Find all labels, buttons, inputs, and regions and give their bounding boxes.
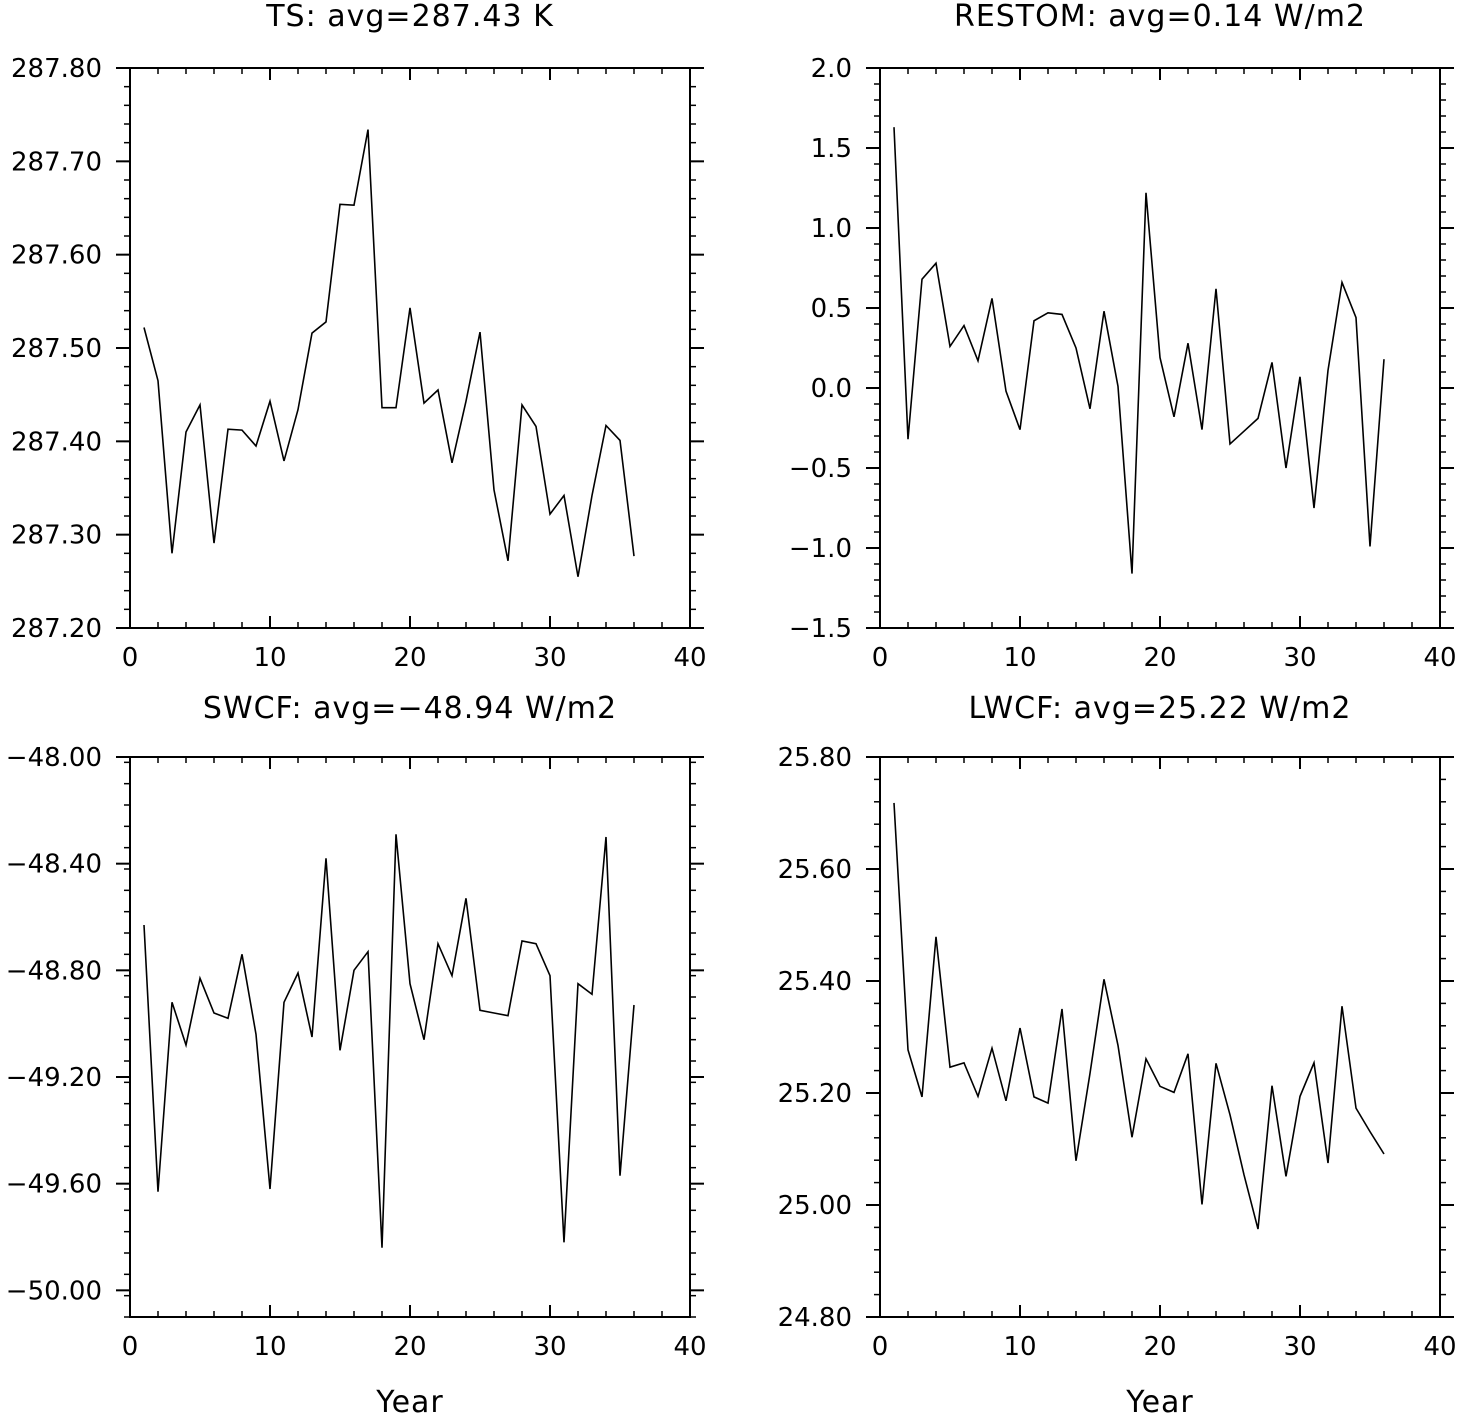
y-tick-label: 25.00 (778, 1191, 852, 1221)
x-tick-label: 30 (1283, 643, 1316, 673)
x-tick-label: 0 (122, 1332, 139, 1362)
y-tick-label: 287.60 (11, 241, 102, 271)
panel-swcf: SWCF: avg=−48.94 W/m2 0 10 20 30 40 −50.00 −49… (6, 691, 707, 1416)
y-tick-label: 25.80 (778, 743, 852, 773)
plot-frame (879, 67, 1441, 629)
y-tick-label: 287.50 (11, 334, 102, 364)
series-line (893, 127, 1385, 574)
x-tick-label: 20 (393, 643, 426, 673)
y-tick-label: −48.80 (6, 956, 102, 986)
y-tick-label: −0.5 (789, 454, 852, 484)
x-tick-label: 20 (1143, 643, 1176, 673)
y-tick-label: 0.5 (811, 294, 852, 324)
x-tick-label: 10 (253, 1332, 286, 1362)
x-tick-label: 10 (1003, 643, 1036, 673)
y-tick-label: −49.60 (6, 1170, 102, 1200)
panel-title: TS: avg=287.43 K (265, 0, 554, 34)
y-tick-label: 287.70 (11, 147, 102, 177)
y-tick-label: −49.20 (6, 1063, 102, 1093)
y-tick-label: 1.0 (811, 214, 852, 244)
plot-frame (879, 756, 1441, 1318)
x-tick-label: 40 (1423, 1332, 1456, 1362)
panel-restom: RESTOM: avg=0.14 W/m2 0 10 20 30 40 −1.5 −1.0 −… (789, 0, 1457, 673)
series-line (143, 129, 635, 577)
x-tick-label: 20 (1143, 1332, 1176, 1362)
series-line (893, 802, 1385, 1230)
y-tick-label: 287.80 (11, 54, 102, 84)
y-tick-label: 2.0 (811, 54, 852, 84)
y-tick-label: 0.0 (811, 374, 852, 404)
x-tick-label: 30 (1283, 1332, 1316, 1362)
y-tick-label: 25.40 (778, 967, 852, 997)
y-tick-label: 287.30 (11, 521, 102, 551)
y-tick-label: −1.0 (789, 534, 852, 564)
panel-title: LWCF: avg=25.22 W/m2 (969, 691, 1352, 726)
x-axis-label: Year (375, 1385, 444, 1416)
x-tick-label: 0 (122, 643, 139, 673)
x-tick-label: 0 (872, 1332, 889, 1362)
y-tick-label: 287.20 (11, 614, 102, 644)
x-tick-label: 30 (533, 1332, 566, 1362)
panel-title: RESTOM: avg=0.14 W/m2 (954, 0, 1366, 34)
x-axis-label: Year (1125, 1385, 1194, 1416)
y-tick-label: 287.40 (11, 427, 102, 457)
panel-title: SWCF: avg=−48.94 W/m2 (203, 691, 617, 726)
y-tick-label: −48.00 (6, 743, 102, 773)
x-tick-label: 10 (1003, 1332, 1036, 1362)
y-tick-label: 25.20 (778, 1079, 852, 1109)
x-tick-label: 30 (533, 643, 566, 673)
y-tick-label: 25.60 (778, 855, 852, 885)
y-tick-label: 24.80 (778, 1303, 852, 1333)
series-line (143, 834, 635, 1248)
x-tick-label: 20 (393, 1332, 426, 1362)
panel-lwcf: LWCF: avg=25.22 W/m2 0 10 20 30 40 24.80 25.00… (778, 691, 1457, 1416)
x-tick-label: 40 (1423, 643, 1456, 673)
x-tick-label: 10 (253, 643, 286, 673)
y-tick-label: −48.40 (6, 850, 102, 880)
x-tick-label: 40 (673, 1332, 706, 1362)
y-tick-label: −1.5 (789, 614, 852, 644)
y-tick-label: 1.5 (811, 134, 852, 164)
x-tick-label: 0 (872, 643, 889, 673)
plot-frame (129, 67, 691, 629)
panel-ts: TS: avg=287.43 K 0 10 20 30 40 287.20 287.30 28… (11, 0, 707, 673)
y-tick-label: −50.00 (6, 1276, 102, 1306)
x-tick-label: 40 (673, 643, 706, 673)
